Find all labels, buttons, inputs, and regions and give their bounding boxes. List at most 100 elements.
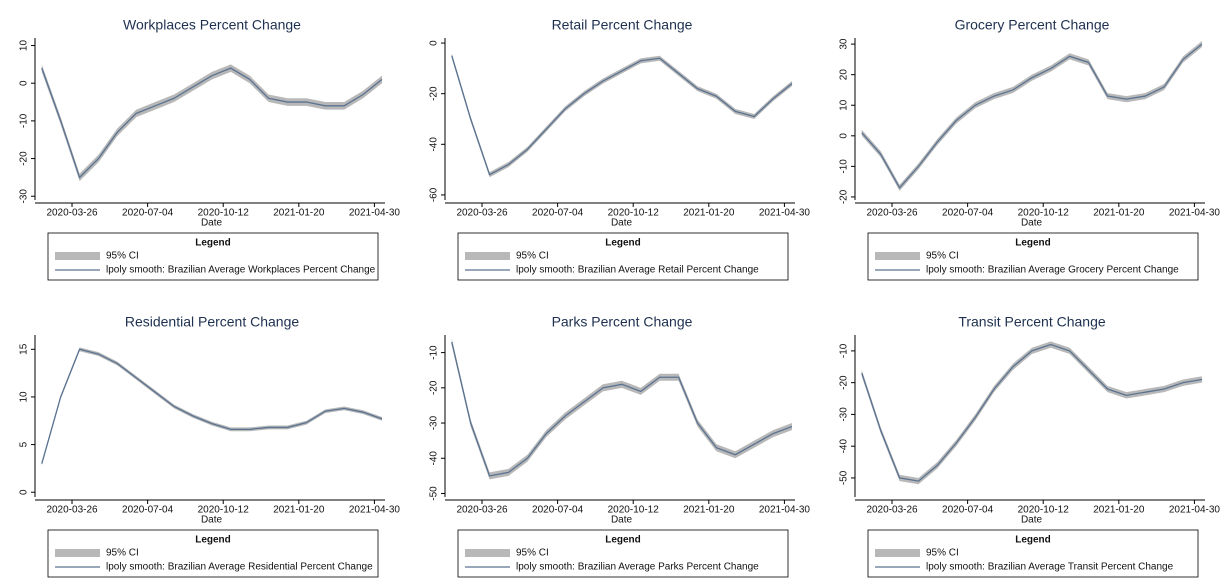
y-tick-label: -40 bbox=[839, 439, 850, 454]
y-tick-label: -10 bbox=[839, 159, 850, 174]
legend-swatch bbox=[465, 252, 510, 260]
ci-band bbox=[861, 341, 1202, 485]
legend-title: Legend bbox=[605, 535, 641, 546]
ci-band bbox=[451, 338, 792, 480]
y-tick-label: -50 bbox=[429, 486, 440, 501]
x-tick-label: 2020-03-26 bbox=[46, 505, 98, 516]
legend-label: lpoly smooth: Brazilian Average Retail P… bbox=[516, 265, 759, 276]
y-tick-label: 5 bbox=[19, 441, 30, 447]
y-tick-label: 10 bbox=[839, 99, 850, 111]
y-tick-label: -60 bbox=[429, 187, 440, 202]
x-tick-label: 2020-07-04 bbox=[122, 208, 174, 219]
x-tick-label: 2021-04-30 bbox=[1169, 208, 1221, 219]
ci-band bbox=[41, 64, 382, 182]
x-axis-label: Date bbox=[1021, 515, 1043, 526]
legend-swatch bbox=[875, 549, 920, 557]
x-tick-label: 2021-01-20 bbox=[273, 505, 325, 516]
ci-band bbox=[451, 53, 792, 178]
x-tick-label: 2021-01-20 bbox=[1093, 208, 1145, 219]
legend-label: lpoly smooth: Brazilian Average Transit … bbox=[926, 562, 1174, 573]
legend-box bbox=[867, 232, 1199, 281]
smooth-line bbox=[451, 55, 793, 176]
legend-label: 95% CI bbox=[516, 548, 549, 559]
x-tick-label: 2020-10-12 bbox=[1018, 208, 1070, 219]
y-tick-label: 0 bbox=[429, 40, 440, 46]
x-tick-label: 2020-07-04 bbox=[532, 505, 584, 516]
legend-box bbox=[867, 529, 1199, 578]
x-tick-label: 2020-10-12 bbox=[198, 505, 250, 516]
x-tick-label: 2021-04-30 bbox=[349, 208, 401, 219]
x-tick-label: 2021-01-20 bbox=[273, 208, 325, 219]
x-axis-label: Date bbox=[611, 218, 633, 229]
legend-label: 95% CI bbox=[106, 548, 139, 559]
y-tick-label: 15 bbox=[19, 343, 30, 355]
legend-swatch bbox=[55, 252, 100, 260]
x-tick-label: 2020-10-12 bbox=[1018, 505, 1070, 516]
x-tick-label: 2021-01-20 bbox=[683, 505, 735, 516]
y-tick-label: -40 bbox=[429, 451, 440, 466]
ci-band bbox=[861, 41, 1202, 191]
x-axis-label: Date bbox=[611, 515, 633, 526]
chart-title: Transit Percent Change bbox=[958, 314, 1106, 330]
y-tick-label: -40 bbox=[429, 137, 440, 152]
smooth-line bbox=[861, 43, 1203, 189]
smooth-line bbox=[861, 343, 1203, 482]
y-tick-label: -50 bbox=[839, 470, 850, 485]
y-tick-label: -30 bbox=[19, 189, 30, 204]
y-tick-label: -10 bbox=[19, 113, 30, 128]
y-tick-label: 10 bbox=[19, 40, 30, 52]
y-tick-label: -20 bbox=[429, 86, 440, 101]
chart-title: Retail Percent Change bbox=[552, 17, 693, 33]
y-tick-label: -30 bbox=[839, 407, 850, 422]
legend-label: 95% CI bbox=[106, 251, 139, 262]
x-tick-label: 2021-01-20 bbox=[1093, 505, 1145, 516]
smooth-line bbox=[41, 348, 383, 464]
legend-title: Legend bbox=[605, 238, 641, 249]
x-tick-label: 2020-07-04 bbox=[532, 208, 584, 219]
chart-title: Grocery Percent Change bbox=[955, 17, 1110, 33]
legend-swatch bbox=[875, 252, 920, 260]
legend-box bbox=[457, 529, 789, 578]
x-axis-label: Date bbox=[201, 218, 223, 229]
chart-title: Parks Percent Change bbox=[552, 314, 693, 330]
y-tick-label: 0 bbox=[19, 80, 30, 86]
x-tick-label: 2021-01-20 bbox=[683, 208, 735, 219]
legend-label: lpoly smooth: Brazilian Average Resident… bbox=[106, 562, 373, 573]
chart-title: Workplaces Percent Change bbox=[123, 17, 301, 33]
legend-title: Legend bbox=[1015, 238, 1051, 249]
legend-label: lpoly smooth: Brazilian Average Grocery … bbox=[926, 265, 1179, 276]
y-tick-label: -20 bbox=[839, 375, 850, 390]
legend-box bbox=[457, 232, 789, 281]
legend-label: 95% CI bbox=[926, 251, 959, 262]
y-tick-label: 20 bbox=[839, 69, 850, 81]
x-tick-label: 2020-03-26 bbox=[46, 208, 98, 219]
legend-label: lpoly smooth: Brazilian Average Parks Pe… bbox=[516, 562, 759, 573]
y-tick-label: -20 bbox=[19, 151, 30, 166]
legend-label: 95% CI bbox=[926, 548, 959, 559]
x-axis-label: Date bbox=[1021, 218, 1043, 229]
x-tick-label: 2021-04-30 bbox=[759, 505, 811, 516]
y-tick-label: 0 bbox=[19, 489, 30, 495]
legend-label: 95% CI bbox=[516, 251, 549, 262]
x-tick-label: 2021-04-30 bbox=[1169, 505, 1221, 516]
y-tick-label: 10 bbox=[19, 391, 30, 403]
x-tick-label: 2020-10-12 bbox=[608, 208, 660, 219]
legend-box bbox=[47, 232, 379, 281]
x-tick-label: 2020-03-26 bbox=[866, 505, 918, 516]
legend-title: Legend bbox=[1015, 535, 1051, 546]
x-tick-label: 2021-04-30 bbox=[349, 505, 401, 516]
x-axis-label: Date bbox=[201, 515, 223, 526]
legend-swatch bbox=[465, 549, 510, 557]
y-tick-label: 30 bbox=[839, 38, 850, 50]
legend-title: Legend bbox=[195, 535, 231, 546]
legend-swatch bbox=[55, 549, 100, 557]
ci-band bbox=[41, 347, 382, 466]
x-tick-label: 2020-03-26 bbox=[456, 208, 508, 219]
x-tick-label: 2020-03-26 bbox=[456, 505, 508, 516]
x-tick-label: 2021-04-30 bbox=[759, 208, 811, 219]
legend-title: Legend bbox=[195, 238, 231, 249]
x-tick-label: 2020-07-04 bbox=[942, 208, 994, 219]
smooth-line bbox=[451, 341, 793, 477]
